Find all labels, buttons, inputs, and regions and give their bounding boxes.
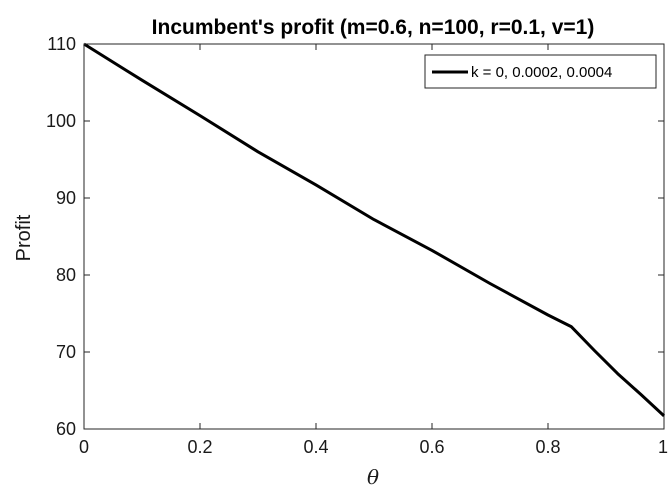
legend-label: k = 0, 0.0002, 0.0004	[471, 64, 612, 81]
y-tick-label: 70	[56, 342, 76, 362]
plot-frame	[83, 43, 665, 430]
plot-area	[83, 42, 666, 430]
y-axis: 60 70 80 90 100 110	[46, 34, 664, 439]
x-tick-label: 0.8	[535, 437, 560, 457]
x-tick-label: 1	[658, 437, 668, 457]
x-tick-label: 0.6	[419, 437, 444, 457]
x-tick-label: 0	[79, 437, 89, 457]
y-tick-label: 110	[47, 34, 76, 54]
y-tick-label: 100	[46, 111, 76, 131]
y-tick-label: 80	[56, 265, 76, 285]
series-line	[83, 42, 666, 418]
legend: k = 0, 0.0002, 0.0004	[424, 54, 657, 89]
y-axis-label: Profit	[13, 214, 35, 261]
x-tick-label: 0.2	[187, 437, 212, 457]
x-axis: 0 0.2 0.4 0.6 0.8 1	[79, 44, 668, 457]
chart-title: Incumbent's profit (m=0.6, n=100, r=0.1,…	[152, 16, 595, 39]
x-tick-label: 0.4	[303, 437, 328, 457]
y-tick-label: 90	[56, 188, 76, 208]
x-axis-label: θ	[367, 465, 379, 489]
y-tick-label: 60	[56, 419, 76, 439]
